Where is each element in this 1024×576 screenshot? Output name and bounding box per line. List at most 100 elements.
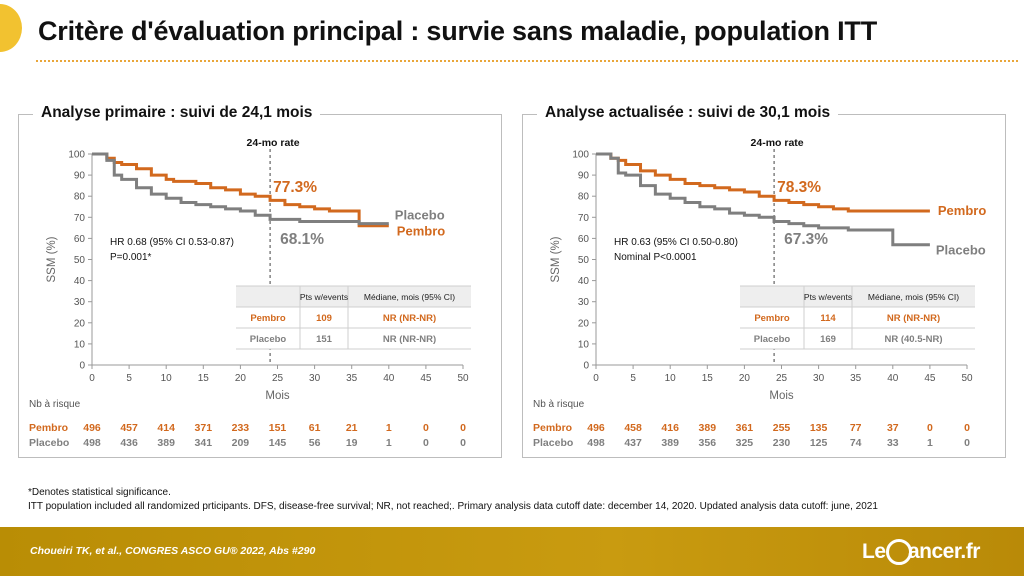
p-value-text: P=0.001* (110, 252, 152, 263)
risk-row-label-placebo: Placebo (29, 437, 69, 449)
risk-value-pembro: 371 (195, 422, 213, 434)
risk-row-label-placebo: Placebo (533, 437, 573, 449)
table-cell: Pembro (250, 313, 286, 324)
risk-value-placebo: 145 (269, 437, 287, 449)
risk-value-pembro: 457 (120, 422, 138, 434)
x-tick-label: 25 (272, 373, 284, 384)
x-tick-label: 15 (702, 373, 714, 384)
km-curve-pembro (92, 152, 389, 228)
risk-value-pembro: 233 (232, 422, 250, 434)
y-tick-label: 90 (74, 171, 86, 182)
x-tick-label: 10 (161, 373, 173, 384)
x-tick-label: 35 (850, 373, 862, 384)
footnote-significance: *Denotes statistical significance. (28, 487, 171, 498)
table-header-cell: Médiane, mois (95% CI) (868, 292, 959, 302)
risk-value-pembro: 0 (423, 422, 429, 434)
x-axis-label: Mois (769, 390, 794, 402)
risk-value-pembro: 361 (736, 422, 754, 434)
table-cell: NR (NR-NR) (383, 334, 436, 345)
table-cell: 109 (316, 313, 332, 324)
panel-updated-analysis: Analyse actualisée : suivi de 30,1 mois … (522, 104, 1006, 458)
risk-value-pembro: 151 (269, 422, 287, 434)
x-tick-label: 35 (346, 373, 358, 384)
y-tick-label: 50 (578, 255, 590, 266)
series-label-pembro: Pembro (397, 224, 445, 239)
y-tick-label: 80 (74, 192, 86, 203)
table-cell: Pembro (754, 313, 790, 324)
risk-row-label-pembro: Pembro (29, 422, 68, 434)
rate-placebo-label: 68.1% (280, 231, 324, 248)
risk-value-placebo: 125 (810, 437, 828, 449)
risk-value-placebo: 389 (661, 437, 679, 449)
risk-value-placebo: 0 (460, 437, 466, 449)
series-label-placebo: Placebo (936, 243, 986, 258)
panel-title-primary: Analyse primaire : suivi de 24,1 mois (33, 104, 321, 122)
x-tick-label: 45 (924, 373, 936, 384)
hr-text: HR 0.68 (95% CI 0.53-0.87) (110, 237, 234, 248)
y-axis-label: SSM (%) (550, 236, 562, 282)
y-tick-label: 0 (583, 361, 589, 372)
risk-value-placebo: 498 (83, 437, 101, 449)
table-cell: 151 (316, 334, 333, 345)
y-tick-label: 0 (79, 361, 85, 372)
x-tick-label: 30 (309, 373, 321, 384)
risk-value-pembro: 458 (624, 422, 642, 434)
table-cell: Placebo (250, 334, 287, 345)
y-tick-label: 80 (578, 192, 590, 203)
table-cell: NR (NR-NR) (383, 313, 436, 324)
km-curve-placebo (92, 152, 389, 226)
risk-row-label-pembro: Pembro (533, 422, 572, 434)
hr-text: HR 0.63 (95% CI 0.50-0.80) (614, 237, 738, 248)
y-tick-label: 60 (578, 234, 590, 245)
y-tick-label: 20 (74, 318, 86, 329)
rate-pembro-label: 77.3% (273, 179, 317, 196)
x-tick-label: 5 (630, 373, 636, 384)
rate-placebo-label: 67.3% (784, 231, 828, 248)
x-tick-label: 5 (126, 373, 132, 384)
risk-value-placebo: 56 (309, 437, 321, 449)
logo-text-left: Le (862, 540, 886, 563)
risk-value-placebo: 325 (736, 437, 754, 449)
corner-decoration (0, 4, 22, 52)
risk-value-placebo: 436 (120, 437, 138, 449)
logo-text-right: ancer.fr (908, 540, 980, 563)
risk-value-pembro: 1 (386, 422, 392, 434)
table-cell: 114 (820, 313, 836, 324)
y-tick-label: 40 (74, 276, 86, 287)
y-axis-label: SSM (%) (46, 236, 58, 282)
logo-circle-icon (886, 539, 912, 565)
risk-value-placebo: 341 (195, 437, 213, 449)
lecancer-logo: Le ancer.fr (862, 534, 1012, 570)
risk-value-pembro: 61 (309, 422, 321, 434)
risk-value-placebo: 356 (699, 437, 717, 449)
series-label-pembro: Pembro (938, 203, 986, 218)
risk-value-pembro: 0 (964, 422, 970, 434)
risk-value-placebo: 209 (232, 437, 250, 449)
km-curve-placebo (596, 152, 930, 247)
y-tick-label: 10 (74, 339, 86, 350)
y-tick-label: 60 (74, 234, 86, 245)
table-header-cell: Médiane, mois (95% CI) (364, 292, 455, 302)
rate-label: 24-mo rate (247, 137, 300, 149)
table-cell: Placebo (754, 334, 791, 345)
x-tick-label: 0 (89, 373, 95, 384)
risk-value-pembro: 0 (927, 422, 933, 434)
x-tick-label: 10 (665, 373, 677, 384)
risk-value-placebo: 0 (423, 437, 429, 449)
x-tick-label: 0 (593, 373, 599, 384)
table-header-cell: Pts w/events (804, 292, 852, 302)
risk-value-placebo: 0 (964, 437, 970, 449)
x-tick-label: 50 (961, 373, 973, 384)
x-tick-label: 15 (198, 373, 210, 384)
risk-label: Nb à risque (533, 399, 585, 410)
risk-value-placebo: 1 (927, 437, 933, 449)
risk-value-placebo: 437 (624, 437, 642, 449)
x-tick-label: 25 (776, 373, 788, 384)
risk-value-pembro: 496 (83, 422, 101, 434)
y-tick-label: 70 (578, 213, 590, 224)
risk-value-pembro: 414 (157, 422, 175, 434)
risk-value-placebo: 389 (157, 437, 175, 449)
events-table-header-bg (236, 286, 471, 307)
